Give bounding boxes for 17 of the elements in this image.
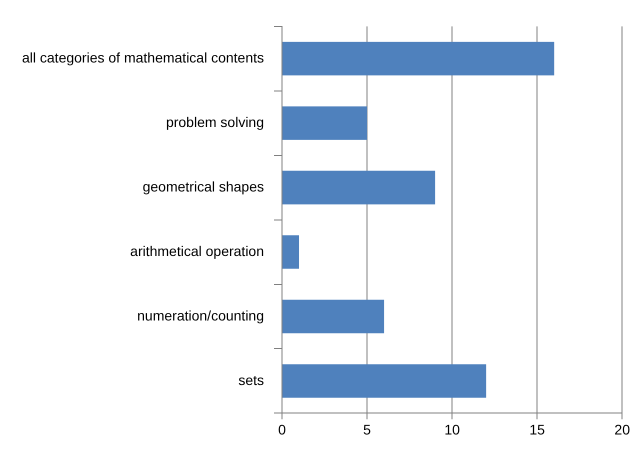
bar	[282, 235, 300, 269]
bar	[282, 106, 368, 140]
x-tick-label: 10	[444, 421, 460, 438]
x-tick-label: 20	[614, 421, 630, 438]
bar	[282, 364, 486, 398]
y-tick-label: geometrical shapes	[142, 178, 264, 194]
y-tick-label: arithmetical operation	[130, 242, 264, 259]
bar	[282, 300, 384, 334]
y-tick-label: problem solving	[166, 114, 264, 130]
y-tick-label: sets	[238, 372, 264, 388]
x-tick-label: 0	[278, 421, 286, 438]
x-tick-label: 5	[363, 421, 372, 438]
bar	[282, 42, 554, 76]
y-tick-label: all categories of mathematical contents	[22, 49, 264, 66]
bar	[282, 170, 436, 204]
y-tick-label: numeration/counting	[137, 307, 264, 324]
x-tick-label: 15	[529, 421, 546, 438]
